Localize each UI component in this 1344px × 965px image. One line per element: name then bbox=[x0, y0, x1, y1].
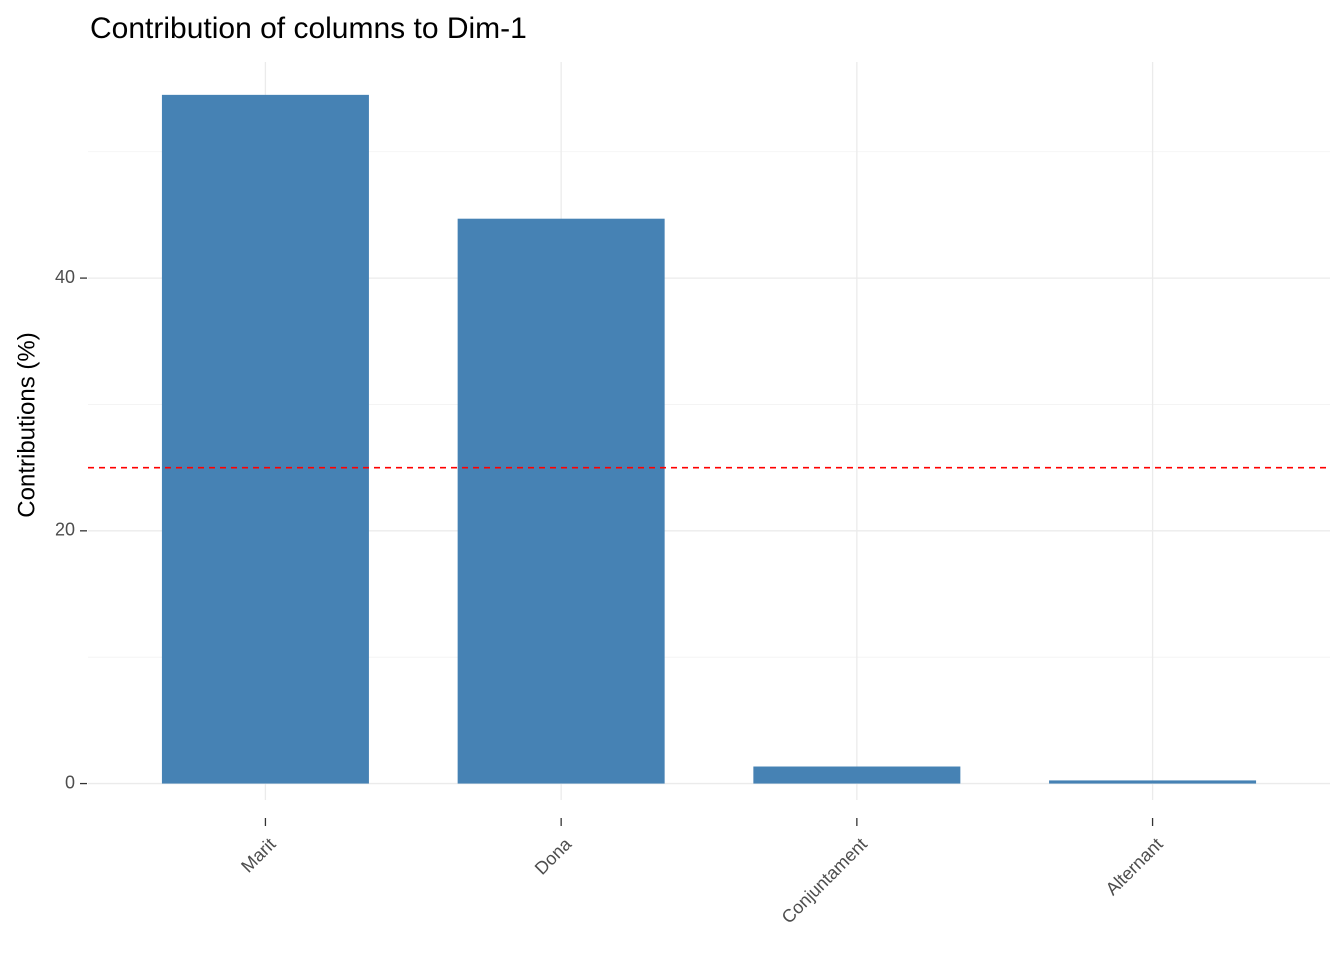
bar bbox=[161, 94, 369, 784]
y-tick-label: 40 bbox=[55, 267, 75, 287]
chart-title: Contribution of columns to Dim-1 bbox=[90, 12, 527, 45]
bar bbox=[457, 218, 665, 784]
y-tick-label: 0 bbox=[65, 772, 75, 792]
x-tick-label: Dona bbox=[531, 833, 576, 878]
x-tick-label: Conjuntament bbox=[778, 834, 871, 927]
bar bbox=[1049, 780, 1257, 784]
x-tick-label: Marit bbox=[237, 834, 279, 876]
x-tick-label: Alternant bbox=[1102, 834, 1167, 899]
bar bbox=[753, 766, 961, 784]
y-tick-label: 20 bbox=[55, 520, 75, 540]
y-axis-label: Contributions (%) bbox=[13, 332, 40, 517]
